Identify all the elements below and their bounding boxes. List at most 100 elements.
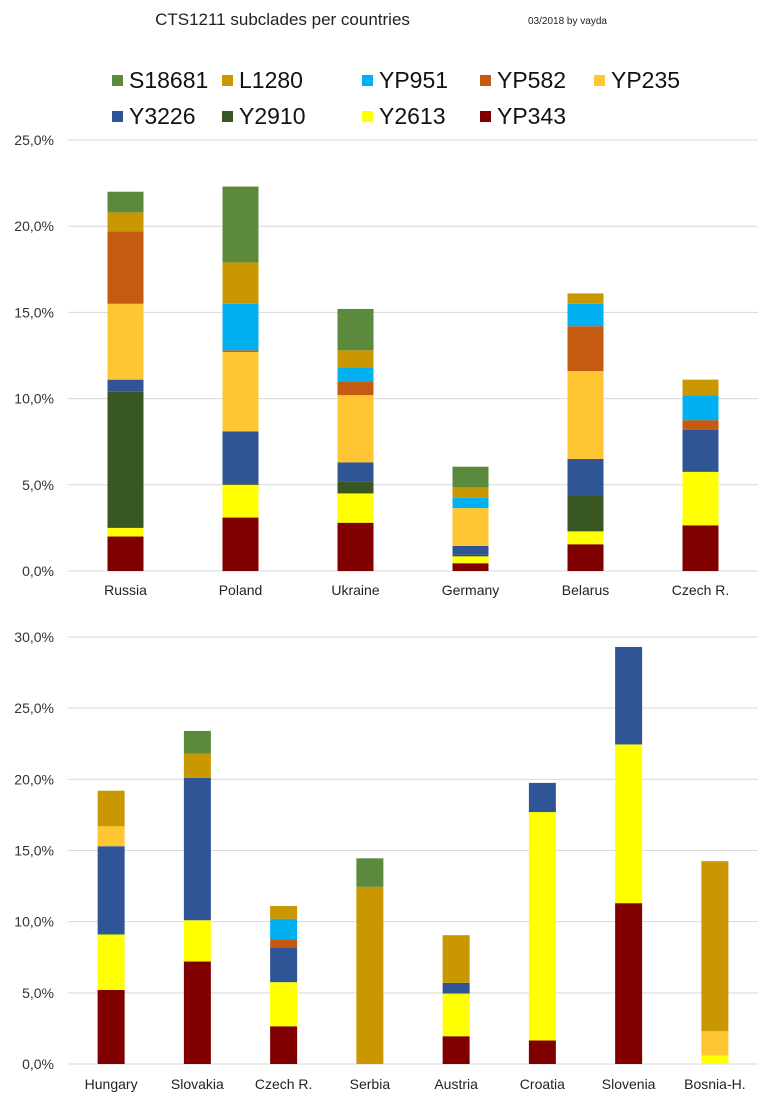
bar-segment-ukraine-yp343 — [337, 522, 374, 571]
y-tick-label: 20,0% — [14, 771, 54, 787]
y-tick-label: 5,0% — [22, 477, 54, 493]
bar-segment-czech-r--yp951 — [682, 395, 719, 421]
bar-segment-russia-yp235 — [107, 303, 144, 380]
x-category-label: Russia — [104, 582, 147, 598]
bar-segment-belarus-yp582 — [567, 326, 604, 372]
bar-segment-poland-y3226 — [222, 431, 259, 484]
x-category-label: Serbia — [350, 1076, 391, 1092]
legend-swatch-s18681 — [112, 74, 123, 86]
y-tick-label: 30,0% — [14, 629, 54, 645]
bar-segment-germany-yp951 — [452, 497, 489, 509]
bar-segment-austria-l1280 — [442, 935, 470, 983]
y-tick-label: 25,0% — [14, 700, 54, 716]
legend-swatch-yp582 — [480, 74, 491, 86]
x-category-label: Belarus — [562, 582, 609, 598]
y-tick-label: 15,0% — [14, 304, 54, 320]
legend-row-1: S18681 L1280 YP951 YP582 YP235 — [112, 62, 712, 98]
y-tick-label: 10,0% — [14, 914, 54, 930]
bar-segment-russia-yp582 — [107, 231, 144, 304]
legend-label: Y2910 — [239, 102, 306, 129]
bar-segment-germany-y3226 — [452, 546, 489, 555]
bar-segment-ukraine-y2910 — [337, 481, 374, 494]
legend-label: Y3226 — [129, 102, 196, 129]
bar-segment-hungary-y2613 — [97, 934, 125, 990]
bar-segment-bosnia-h--yp235 — [701, 1031, 729, 1056]
bar-segment-russia-s18681 — [107, 191, 144, 213]
bar-segment-ukraine-y2613 — [337, 493, 374, 523]
bar-segment-ukraine-yp582 — [337, 381, 374, 396]
legend-label: L1280 — [239, 66, 303, 93]
bar-segment-poland-y2613 — [222, 484, 259, 518]
bar-segment-belarus-yp343 — [567, 544, 604, 571]
y-tick-label: 0,0% — [22, 563, 54, 579]
x-category-label: Bosnia-H. — [684, 1076, 745, 1092]
chart-title: CTS1211 subclades per countries — [155, 10, 410, 29]
y-tick-label: 10,0% — [14, 391, 54, 407]
bar-segment-slovakia-y3226 — [183, 777, 211, 921]
bar-segment-croatia-y2613 — [528, 812, 556, 1041]
bar-segment-russia-y2613 — [107, 527, 144, 537]
bar-segment-slovakia-y2613 — [183, 920, 211, 962]
bar-segment-belarus-yp951 — [567, 303, 604, 327]
legend-swatch-yp951 — [362, 74, 373, 86]
bar-segment-slovenia-y3226 — [615, 646, 643, 745]
x-category-label: Slovenia — [602, 1076, 656, 1092]
x-category-label: Czech R. — [672, 582, 730, 598]
bar-segment-czech-r--yp951 — [270, 918, 298, 940]
bar-segment-poland-yp343 — [222, 517, 259, 571]
bar-segment-ukraine-s18681 — [337, 308, 374, 351]
x-category-label: Slovakia — [171, 1076, 224, 1092]
bar-segment-czech-r--y3226 — [682, 429, 719, 472]
y-tick-label: 25,0% — [14, 132, 54, 148]
legend-swatch-yp343 — [480, 110, 491, 122]
bar-segment-hungary-yp343 — [97, 989, 125, 1064]
bar-segment-poland-l1280 — [222, 262, 259, 304]
legend-label: YP343 — [497, 102, 567, 129]
legend-label: YP582 — [497, 66, 567, 93]
legend-swatch-y2910 — [222, 110, 233, 122]
bar-segment-czech-r--yp343 — [682, 525, 719, 571]
bar-segment-belarus-yp235 — [567, 371, 604, 459]
bar-segment-russia-y3226 — [107, 379, 144, 392]
bar-segment-russia-yp343 — [107, 536, 144, 571]
bar-segment-hungary-y3226 — [97, 846, 125, 935]
legend-item-y2613: Y2613 — [362, 103, 480, 130]
legend-item-yp582: YP582 — [480, 67, 594, 94]
bar-segment-poland-yp235 — [222, 352, 259, 432]
bar-segment-bosnia-h--y2613 — [701, 1055, 729, 1064]
bar-segment-belarus-y3226 — [567, 458, 604, 497]
legend-swatch-yp235 — [594, 74, 605, 86]
legend-item-yp951: YP951 — [362, 67, 480, 94]
bar-segment-ukraine-yp951 — [337, 367, 374, 382]
bar-segment-ukraine-y3226 — [337, 462, 374, 482]
bar-segment-germany-yp343 — [452, 563, 489, 571]
bar-segment-czech-r--l1280 — [270, 906, 298, 919]
bar-segment-slovakia-s18681 — [183, 730, 211, 754]
bar-segment-ukraine-l1280 — [337, 350, 374, 368]
x-category-label: Hungary — [85, 1076, 138, 1092]
bar-segment-bosnia-h--l1280 — [701, 861, 729, 1032]
legend-item-y3226: Y3226 — [112, 103, 222, 130]
bar-segment-croatia-y3226 — [528, 782, 556, 813]
legend: S18681 L1280 YP951 YP582 YP235 Y3226 Y29… — [112, 62, 712, 134]
bar-segment-croatia-yp343 — [528, 1040, 556, 1064]
bar-segment-germany-y2910 — [452, 554, 489, 557]
bar-segment-austria-y2613 — [442, 993, 470, 1037]
legend-item-y2910: Y2910 — [222, 103, 362, 130]
bar-segment-poland-y2910 — [222, 483, 259, 485]
bar-segment-hungary-yp235 — [97, 826, 125, 847]
bar-segment-ukraine-yp235 — [337, 395, 374, 463]
legend-row-2: Y3226 Y2910 Y2613 YP343 — [112, 98, 712, 134]
x-category-label: Austria — [434, 1076, 478, 1092]
legend-swatch-y2613 — [362, 110, 373, 122]
bar-segment-slovakia-yp343 — [183, 961, 211, 1064]
bar-segment-austria-yp343 — [442, 1036, 470, 1064]
bar-segment-czech-r--yp582 — [270, 939, 298, 948]
legend-label: S18681 — [129, 66, 209, 93]
bar-segment-czech-r--yp343 — [270, 1026, 298, 1064]
y-tick-label: 20,0% — [14, 218, 54, 234]
bar-segment-czech-r--l1280 — [682, 379, 719, 396]
legend-label: Y2613 — [379, 102, 446, 129]
chart-top-stacked-bar: 0,0% 5,0% 10,0% 15,0% 20,0% 25,0% Russia Poland… — [14, 132, 758, 598]
bar-segment-serbia-l1280 — [356, 886, 384, 1064]
